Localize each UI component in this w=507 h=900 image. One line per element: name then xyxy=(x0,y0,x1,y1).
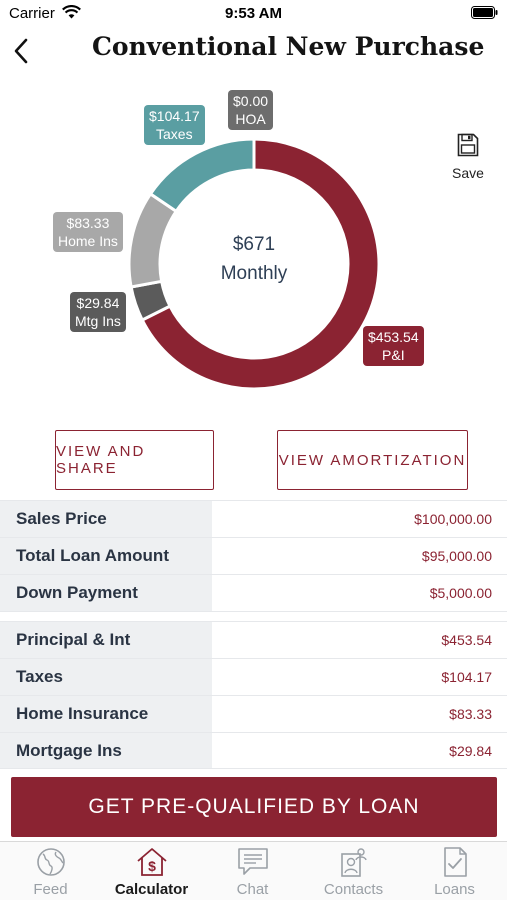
slice-label: Taxes xyxy=(156,126,193,142)
status-bar: Carrier 9:53 AM xyxy=(0,0,507,30)
tab-label: Feed xyxy=(33,881,68,898)
battery-icon xyxy=(471,6,498,19)
payment-breakdown-chart: $671 Monthly $0.00 HOA $104.17 Taxes $83… xyxy=(0,80,507,410)
table-row: Total Loan Amount $95,000.00 xyxy=(0,537,507,574)
save-button[interactable]: Save xyxy=(448,131,488,181)
view-and-share-button[interactable]: VIEW AND SHARE xyxy=(55,430,214,490)
slice-label: Mtg Ins xyxy=(75,313,121,329)
monthly-label: Monthly xyxy=(220,263,288,284)
contacts-icon xyxy=(341,848,367,877)
nav-bar: Conventional New Purchase xyxy=(0,30,507,74)
tab-feed[interactable]: Feed xyxy=(0,842,101,900)
tab-label: Contacts xyxy=(323,881,384,898)
slice-label: Home Ins xyxy=(58,233,118,249)
row-value[interactable]: $5,000.00 xyxy=(429,585,492,601)
slice-tag-home-ins: $83.33 Home Ins xyxy=(53,212,123,252)
monthly-amount: $671 xyxy=(232,234,276,255)
tab-label: Calculator xyxy=(114,881,189,898)
row-value[interactable]: $100,000.00 xyxy=(414,511,492,527)
status-time: 9:53 AM xyxy=(225,5,282,22)
tab-calculator[interactable]: $ Calculator xyxy=(101,842,202,900)
chat-bubble-icon xyxy=(238,848,268,875)
slice-value: $0.00 xyxy=(233,93,269,109)
row-value: $83.33 xyxy=(449,706,492,722)
slice-value: $453.54 xyxy=(368,329,419,345)
floppy-disk-icon xyxy=(457,133,479,157)
row-label: Home Insurance xyxy=(0,696,212,732)
slice-tag-pi: $453.54 P&I xyxy=(363,326,424,366)
globe-icon xyxy=(37,848,65,876)
table-row: Down Payment $5,000.00 xyxy=(0,574,507,611)
row-value[interactable]: $95,000.00 xyxy=(421,548,492,564)
save-label: Save xyxy=(452,165,484,181)
wifi-icon xyxy=(62,5,81,19)
house-dollar-icon: $ xyxy=(137,848,167,876)
row-value: $453.54 xyxy=(441,632,492,648)
row-value: $29.84 xyxy=(449,742,492,759)
tab-bar: Feed $ Calculator Chat Contacts xyxy=(0,841,507,900)
table-row: Home Insurance $83.33 xyxy=(0,695,507,732)
donut-slice-taxes xyxy=(148,137,256,214)
page-title: Conventional New Purchase xyxy=(92,32,485,61)
view-amortization-button[interactable]: VIEW AMORTIZATION xyxy=(277,430,468,490)
slice-value: $83.33 xyxy=(66,215,110,231)
table-row: Mortgage Ins $29.84 xyxy=(0,732,507,769)
tab-label: Loans xyxy=(434,881,475,898)
tab-label: Chat xyxy=(236,881,269,898)
row-label: Mortgage Ins xyxy=(0,733,212,768)
carrier-label: Carrier xyxy=(9,5,55,22)
donut-slice-p-i xyxy=(140,137,381,391)
row-label: Principal & Int xyxy=(0,622,212,658)
slice-tag-taxes: $104.17 Taxes xyxy=(144,105,205,145)
row-label: Total Loan Amount xyxy=(0,538,212,574)
document-check-icon xyxy=(444,847,467,877)
svg-text:$: $ xyxy=(148,858,156,874)
tab-chat[interactable]: Chat xyxy=(202,842,303,900)
slice-label: HOA xyxy=(235,111,266,127)
slice-value: $104.17 xyxy=(149,108,200,124)
tab-contacts[interactable]: Contacts xyxy=(303,842,404,900)
donut-chart xyxy=(127,137,381,391)
row-value: $104.17 xyxy=(441,669,492,685)
table-row: Taxes $104.17 xyxy=(0,658,507,695)
slice-tag-mtg-ins: $29.84 Mtg Ins xyxy=(70,292,126,332)
tab-loans[interactable]: Loans xyxy=(404,842,505,900)
get-prequalified-button[interactable]: GET PRE-QUALIFIED BY LOAN xyxy=(11,777,497,837)
back-chevron-icon[interactable] xyxy=(10,36,32,66)
table-row: Principal & Int $453.54 xyxy=(0,621,507,658)
row-label: Taxes xyxy=(0,659,212,695)
slice-tag-hoa: $0.00 HOA xyxy=(228,90,274,130)
row-label: Sales Price xyxy=(0,501,212,537)
section-divider xyxy=(0,611,507,621)
row-label: Down Payment xyxy=(0,575,212,611)
table-row: Sales Price $100,000.00 xyxy=(0,500,507,537)
slice-label: P&I xyxy=(382,347,405,363)
slice-value: $29.84 xyxy=(76,295,120,311)
